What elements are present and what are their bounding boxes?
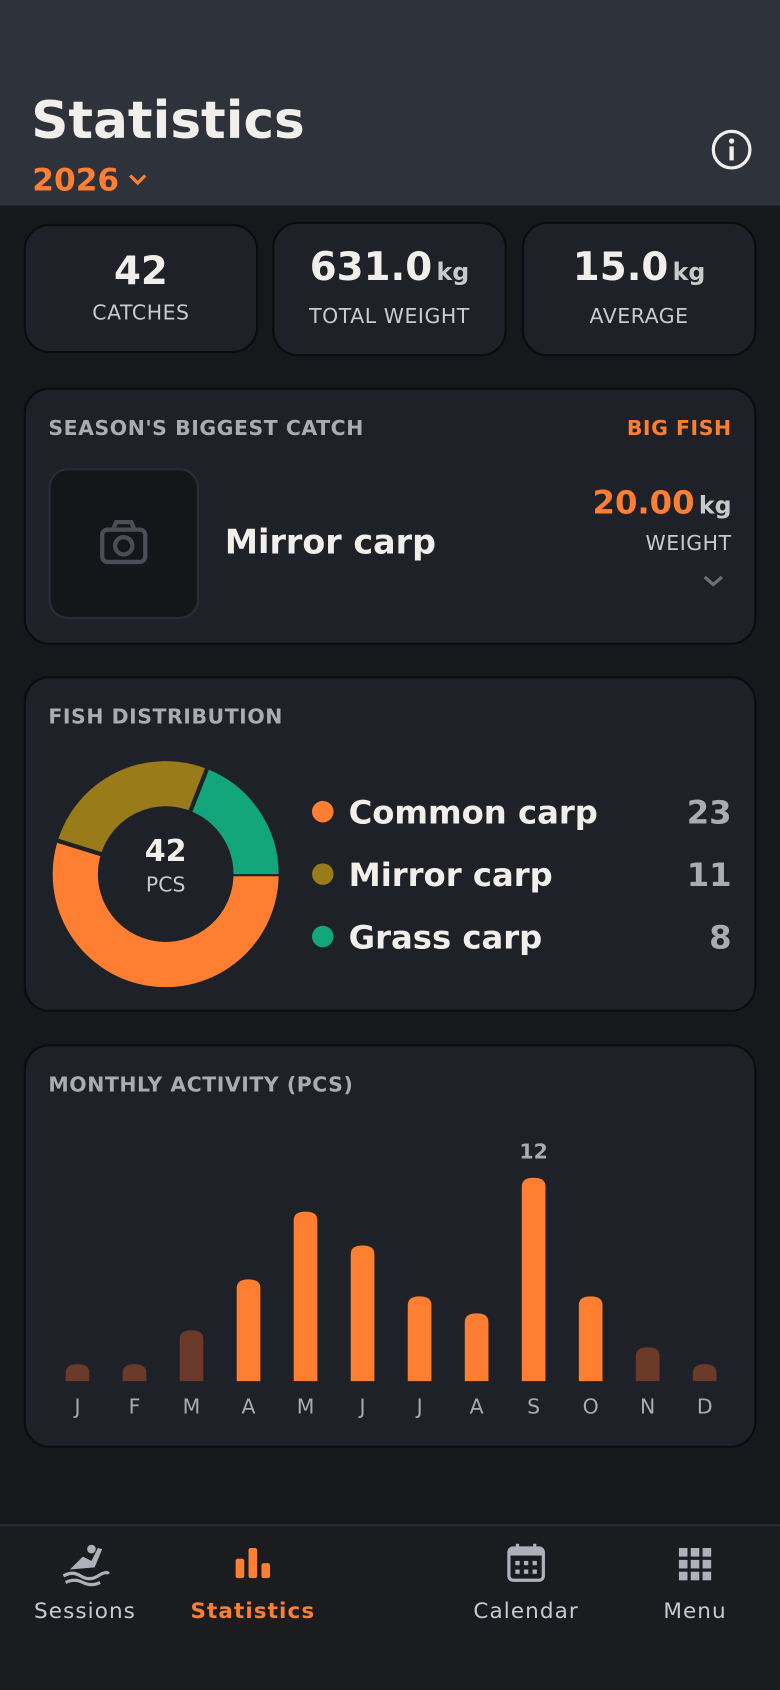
photo-placeholder[interactable] xyxy=(48,468,200,619)
stat-card: 631.0 kg TOTAL WEIGHT xyxy=(272,221,507,357)
stat-label: CATCHES xyxy=(92,301,190,326)
bar xyxy=(464,1313,489,1382)
nav-icon xyxy=(507,1543,545,1582)
nav-item[interactable]: Sessions xyxy=(10,1539,161,1623)
stat-card: 15.0 kg AVERAGE xyxy=(521,221,757,357)
camera-icon xyxy=(100,519,148,565)
nav-label: Menu xyxy=(663,1597,727,1624)
weight-unit: kg xyxy=(698,493,732,520)
legend-label: Grass carp xyxy=(349,918,543,956)
section-title: SEASON'S BIGGEST CATCH xyxy=(48,416,364,441)
biggest-catch-card: SEASON'S BIGGEST CATCH BIG FISH Mirror c… xyxy=(23,387,757,645)
weight-value: 20.00 xyxy=(592,484,695,523)
nav-item[interactable]: Statistics xyxy=(178,1539,329,1623)
x-tick-label: M xyxy=(183,1394,201,1418)
page-title: Statistics xyxy=(31,90,305,151)
info-button[interactable] xyxy=(710,128,753,171)
legend-swatch xyxy=(312,863,334,885)
nav-icon xyxy=(678,1548,712,1581)
nav-label: Statistics xyxy=(190,1597,316,1624)
nav-icon xyxy=(235,1548,271,1579)
x-tick-label: O xyxy=(583,1394,599,1418)
stat-unit: kg xyxy=(436,259,470,287)
x-tick-label: A xyxy=(470,1394,484,1418)
weight-label: WEIGHT xyxy=(645,531,732,556)
year: 2026 xyxy=(32,161,120,199)
segment-gap xyxy=(56,838,103,857)
x-tick-label: J xyxy=(415,1394,423,1418)
nav-item[interactable]: Menu xyxy=(620,1539,771,1623)
x-tick-label: M xyxy=(297,1394,315,1418)
bar xyxy=(293,1211,318,1382)
x-tick-label: D xyxy=(697,1394,713,1418)
year-selector[interactable]: 2026 xyxy=(32,161,147,198)
stat-card: 42 CATCHES xyxy=(23,223,259,354)
section-title: MONTHLY ACTIVITY (PCS) xyxy=(48,1073,354,1097)
bar-chart: J F M A M J J A S 12 O N D xyxy=(65,1139,717,1418)
value-label: 12 xyxy=(519,1139,547,1163)
donut-segment xyxy=(52,840,279,988)
stat-unit: kg xyxy=(672,259,706,287)
legend-swatch xyxy=(312,800,334,823)
stat-label: TOTAL WEIGHT xyxy=(309,304,470,329)
bar xyxy=(407,1296,432,1382)
bar xyxy=(122,1364,147,1382)
stat-value: 15.0 xyxy=(572,245,669,290)
x-tick-label: S xyxy=(527,1394,540,1418)
fish-name: Mirror carp xyxy=(224,523,436,562)
badge: BIG FISH xyxy=(626,416,732,441)
stat-value: 42 xyxy=(113,249,168,294)
header xyxy=(0,0,780,206)
x-tick-label: J xyxy=(358,1394,366,1418)
legend-swatch xyxy=(312,925,334,948)
donut-segment xyxy=(189,768,279,875)
legend-count: 23 xyxy=(687,794,732,832)
nav-label: Sessions xyxy=(34,1597,136,1624)
bar xyxy=(635,1347,660,1382)
legend-label: Common carp xyxy=(349,794,598,832)
bottom-nav: Sessions Statistics Calendar Menu xyxy=(0,1524,780,1690)
bar xyxy=(692,1364,717,1382)
expand-chevron[interactable] xyxy=(701,574,725,589)
bar xyxy=(521,1177,546,1382)
donut-segment xyxy=(57,761,207,855)
stat-value: 631.0 xyxy=(309,245,433,290)
donut-center-value: 42 xyxy=(145,834,187,869)
legend-count: 11 xyxy=(687,856,732,894)
x-tick-label: N xyxy=(640,1394,655,1418)
monthly-card: MONTHLY ACTIVITY (PCS) J F M A M J J A S 12 O N D xyxy=(23,1044,757,1448)
legend-count: 8 xyxy=(709,918,731,956)
legend-label: Mirror carp xyxy=(349,856,553,894)
donut-center-label: PCS xyxy=(146,872,186,896)
x-tick-label: F xyxy=(129,1394,141,1418)
chevron xyxy=(128,174,147,186)
distribution-card: FISH DISTRIBUTION 42 PCS Common carp 23 Mi… xyxy=(23,676,757,1012)
x-tick-label: J xyxy=(72,1394,80,1418)
x-tick-label: A xyxy=(242,1394,256,1418)
section-title: FISH DISTRIBUTION xyxy=(48,705,283,729)
nav-label: Calendar xyxy=(473,1597,579,1624)
bar xyxy=(179,1330,204,1382)
stat-label: AVERAGE xyxy=(589,304,689,329)
bar xyxy=(236,1279,261,1382)
bar xyxy=(578,1296,603,1382)
donut-chart: 42 PCS Common carp 23 Mirror carp 11 Grass c… xyxy=(52,761,732,988)
nav-item[interactable]: Calendar xyxy=(451,1539,602,1623)
segment-gap xyxy=(188,767,210,813)
nav-icon xyxy=(62,1544,111,1587)
bar xyxy=(65,1364,90,1382)
bar xyxy=(350,1245,375,1382)
